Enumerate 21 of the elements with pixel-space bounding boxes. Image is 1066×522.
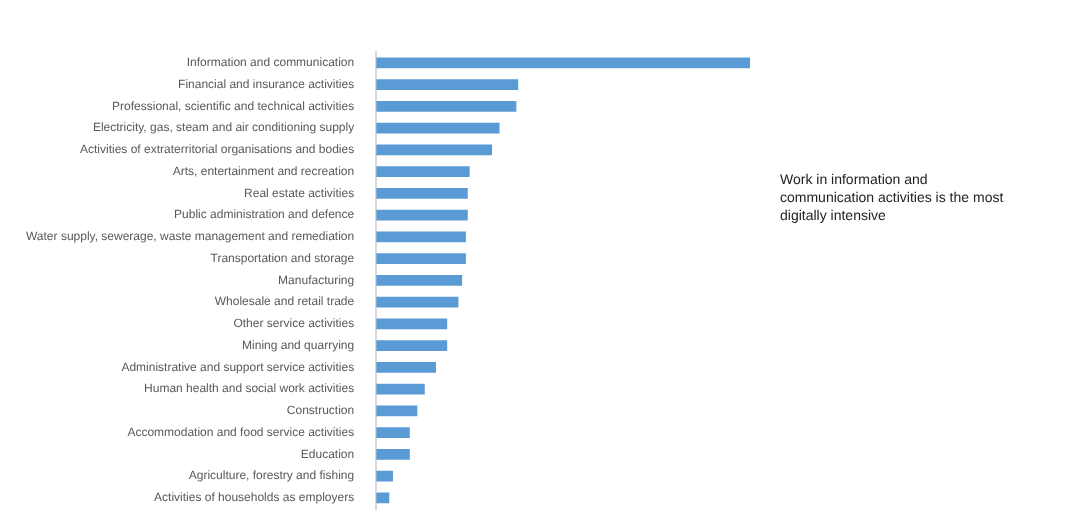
bar bbox=[376, 448, 410, 460]
bar bbox=[376, 253, 466, 265]
bar bbox=[376, 296, 459, 308]
bar bbox=[376, 405, 418, 417]
bar bbox=[376, 470, 393, 482]
bar bbox=[376, 492, 390, 504]
bar bbox=[376, 187, 468, 199]
bar bbox=[376, 318, 448, 330]
bar bbox=[376, 57, 750, 69]
bar bbox=[376, 427, 410, 439]
bar bbox=[376, 383, 425, 395]
bar bbox=[376, 340, 448, 352]
bar bbox=[376, 166, 470, 178]
bar bbox=[376, 274, 463, 286]
bar bbox=[376, 122, 500, 134]
bar bbox=[376, 79, 519, 91]
bar bbox=[376, 231, 466, 243]
bar bbox=[376, 144, 493, 156]
bar bbox=[376, 209, 468, 221]
bar bbox=[376, 361, 436, 373]
bar bbox=[376, 100, 517, 112]
